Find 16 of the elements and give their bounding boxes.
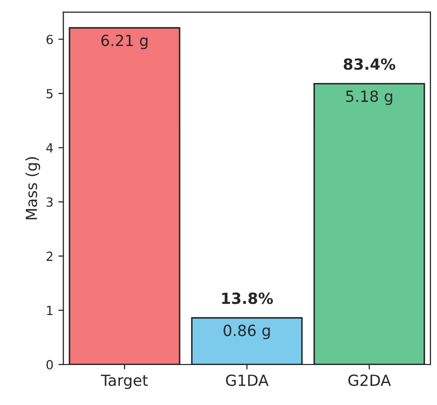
y-axis-title: Mass (g) [25,157,40,220]
x-tick-label: Target [100,374,148,390]
y-tick-label: 0 [46,360,53,370]
x-tick-label: G2DA [348,374,391,386]
data-label: 6.21 g [101,34,148,50]
y-tick-label: 5 [46,89,53,98]
y-tick-label: 1 [47,306,52,316]
annotation: 13.8% [222,292,273,304]
y-tick-label: 4 [46,143,53,152]
y-tick-label: 2 [46,252,52,261]
y-tick-label: 3 [46,197,53,207]
annotation: 83.4% [344,58,396,70]
y-tick-label: 6 [46,34,53,44]
data-label: 5.18 g [346,90,392,105]
data-label: 0.86 g [224,324,270,340]
x-tick-label: G1DA [226,374,269,386]
